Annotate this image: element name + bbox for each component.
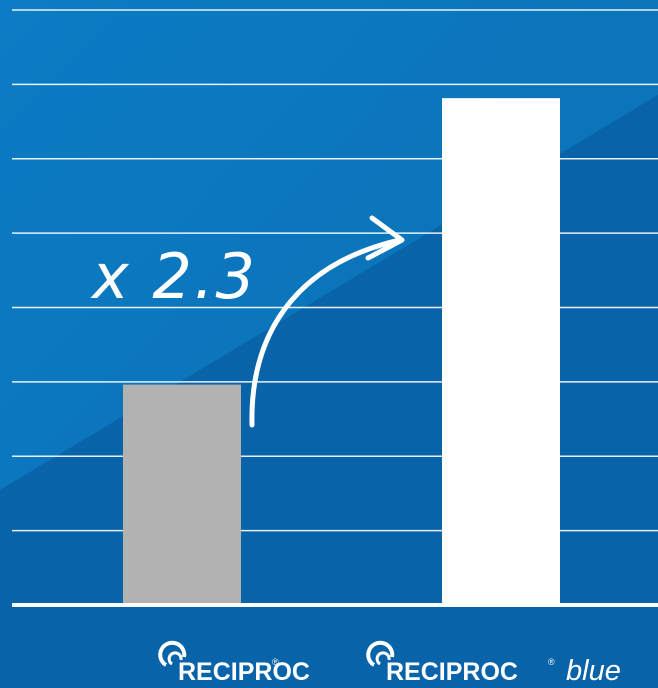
logo-reciproc-registered: ® — [272, 657, 279, 667]
logo-reciproc-blue-brand: RECIPROC — [386, 658, 518, 686]
bar-reciproc-blue — [442, 98, 560, 605]
multiplier-annotation: x 2.3 — [90, 240, 257, 313]
bar-reciproc — [123, 385, 241, 605]
logo-reciproc-blue-suffix: blue — [566, 655, 621, 687]
logo-reciproc-brand: RECIPROC — [178, 658, 310, 686]
logo-reciproc-blue-registered: ® — [548, 657, 555, 667]
